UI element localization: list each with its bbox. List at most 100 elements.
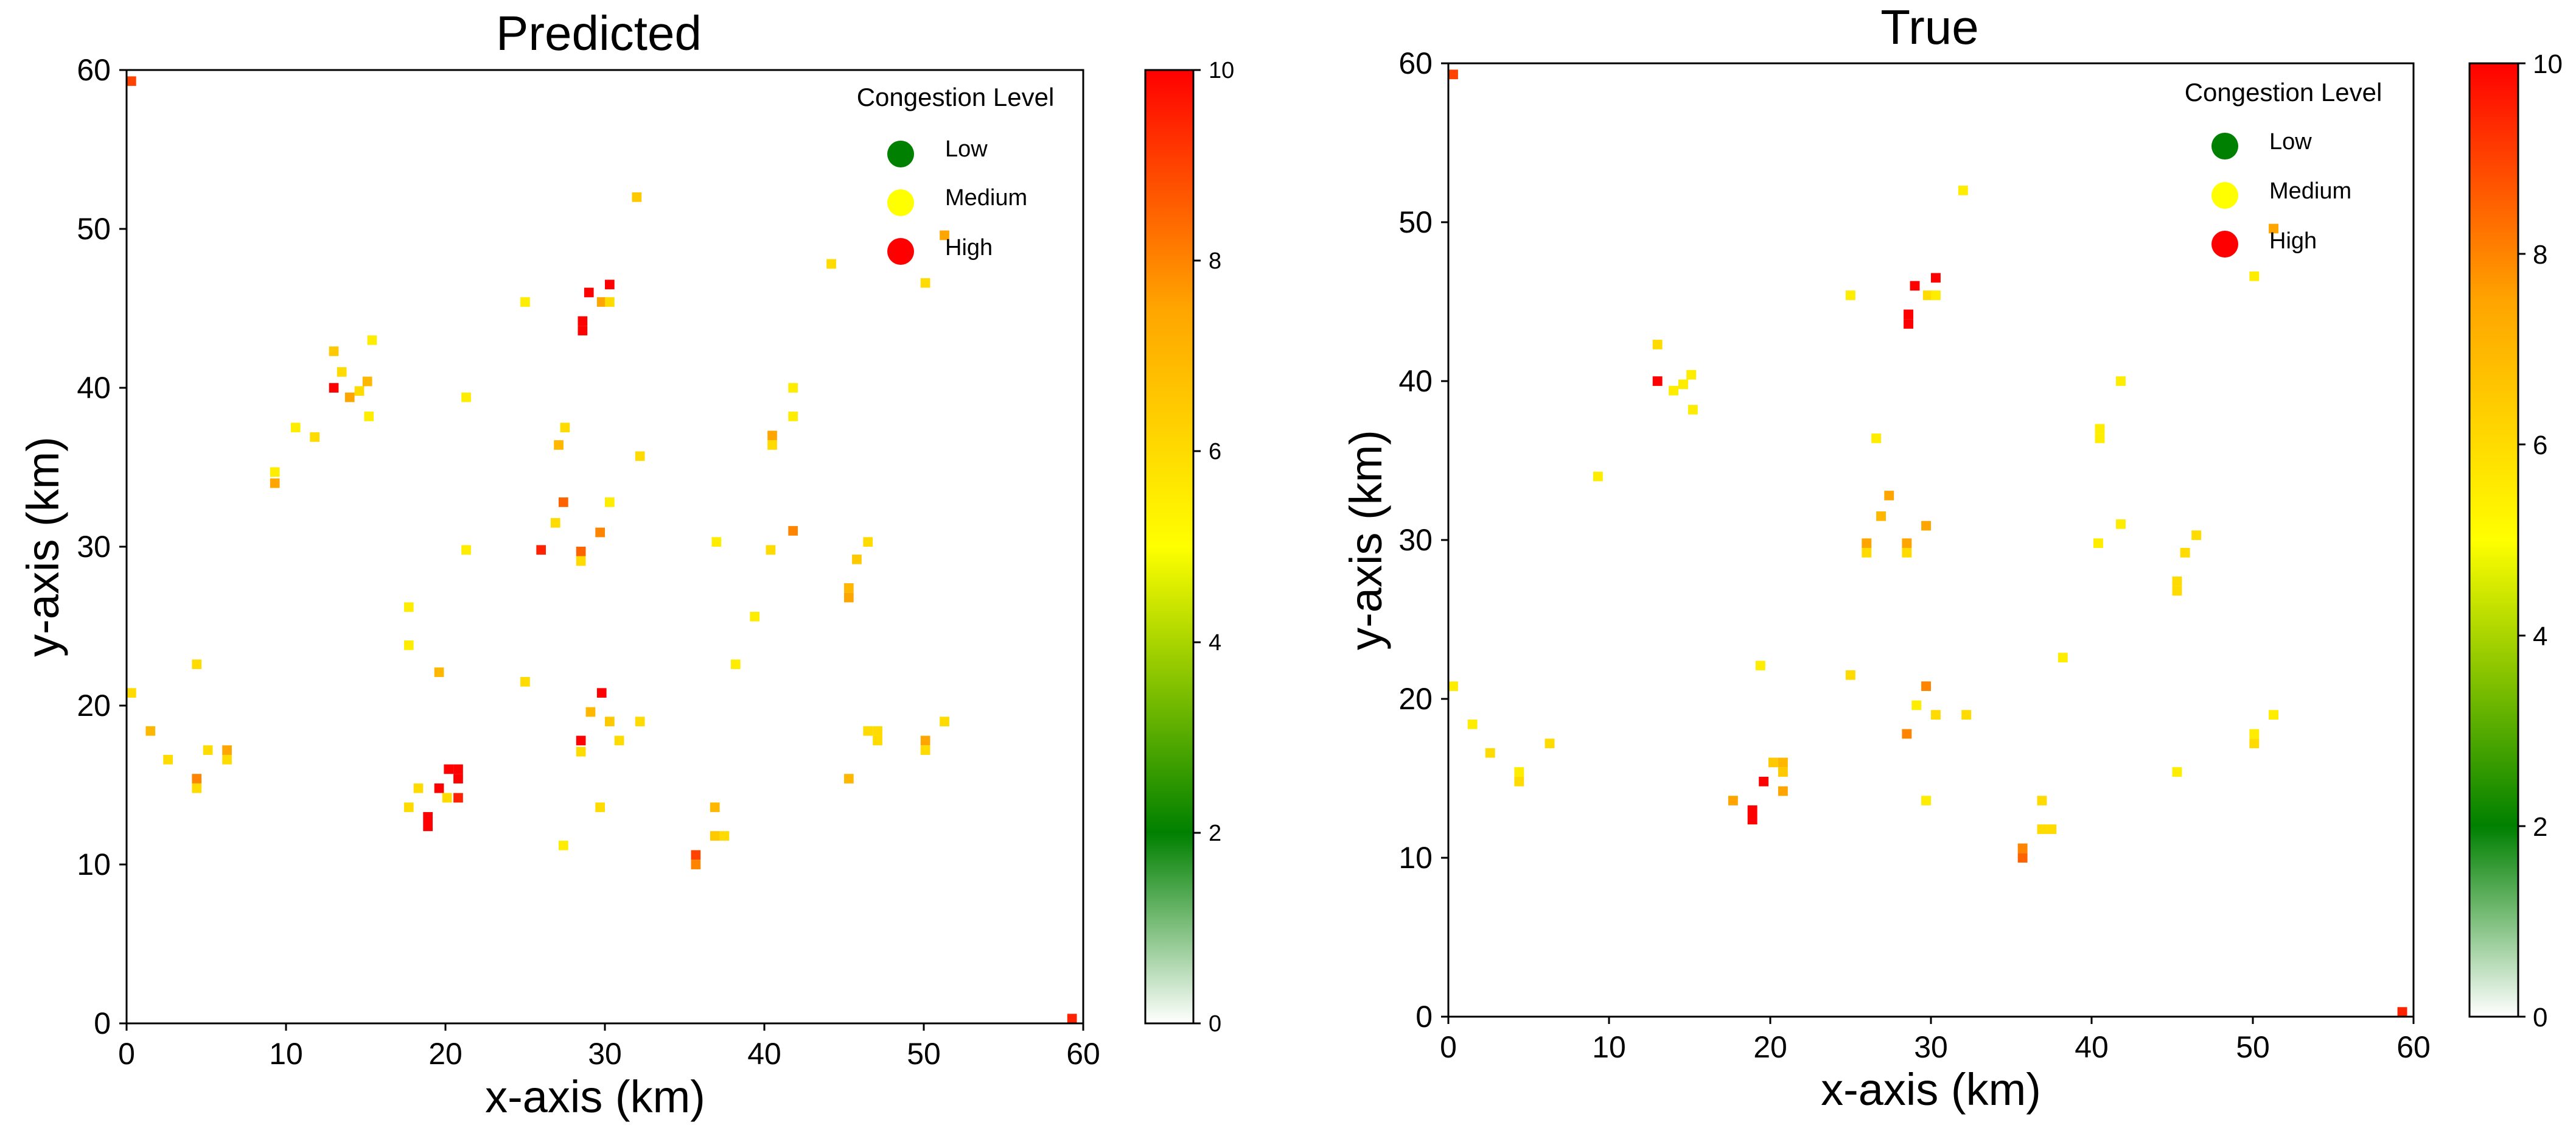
x-tick-label: 60 — [1066, 1037, 1100, 1071]
x-tick: 20 — [1753, 1017, 1787, 1064]
cbar-tick: 10 — [2518, 49, 2563, 79]
heatmap-cell — [1759, 776, 1769, 787]
heatmap-cell — [559, 497, 568, 507]
heatmap-cell — [1485, 748, 1495, 758]
heatmap-cell — [585, 707, 596, 717]
heatmap-cell — [413, 783, 424, 793]
heatmap-cell — [584, 287, 594, 298]
heatmap-cell — [873, 726, 882, 736]
heatmap-cell — [1884, 491, 1894, 500]
x-tick-label: 0 — [118, 1037, 135, 1071]
heatmap-cell — [1448, 681, 1458, 691]
colorbar-gradient — [1144, 69, 1195, 1025]
heatmap-cell — [1593, 471, 1603, 482]
heatmap-cell — [1652, 340, 1663, 349]
heatmap-cell — [1778, 767, 1788, 777]
y-tick-label: 30 — [1398, 523, 1433, 557]
legend-marker-high — [887, 238, 914, 265]
heatmap-cell — [270, 478, 280, 488]
heatmap-cell — [691, 860, 701, 869]
heatmap-cell — [192, 659, 202, 669]
y-tick: 50 — [77, 212, 127, 246]
y-tick: 30 — [1398, 523, 1448, 557]
heatmap-cell — [1747, 815, 1757, 825]
cbar-tick: 6 — [1193, 439, 1221, 465]
heatmap-cell — [2017, 843, 2028, 854]
heatmap-cell — [310, 432, 319, 442]
heatmap-cell — [1931, 290, 1941, 300]
x-tick: 50 — [907, 1023, 941, 1071]
y-tick-label: 50 — [77, 212, 111, 246]
heatmap-cell — [2047, 824, 2057, 834]
heatmap-cell — [595, 527, 605, 538]
legend-label-low: Low — [945, 136, 988, 162]
predicted-y-axis-label: y-axis (km) — [18, 437, 68, 657]
true-y-axis-label: y-axis (km) — [1341, 430, 1391, 650]
heatmap-cell — [614, 735, 624, 746]
heatmap-cell — [1778, 786, 1788, 796]
heatmap-cell — [367, 335, 377, 345]
y-tick-label: 50 — [1398, 205, 1433, 239]
x-tick-label: 30 — [1914, 1030, 1948, 1064]
heatmap-cell — [2116, 519, 2126, 529]
heatmap-cell — [576, 547, 586, 556]
x-tick-label: 10 — [1592, 1030, 1626, 1064]
heatmap-cell — [145, 726, 156, 736]
heatmap-cell — [362, 376, 372, 387]
cbar-tick-label: 2 — [2533, 812, 2547, 842]
cbar-tick: 0 — [1193, 1011, 1221, 1037]
y-tick: 20 — [77, 689, 127, 723]
x-tick: 10 — [269, 1023, 303, 1071]
heatmap-cell — [444, 764, 454, 774]
heatmap-cell — [354, 386, 365, 396]
y-tick: 60 — [1398, 46, 1448, 80]
y-tick-label: 10 — [1398, 841, 1433, 875]
heatmap-cell — [1678, 379, 1688, 390]
heatmap-cell — [1845, 670, 1855, 680]
heatmap-cell — [2249, 729, 2260, 739]
heatmap-cell — [1922, 290, 1933, 300]
heatmap-cell — [1862, 548, 1872, 558]
y-tick-label: 40 — [1398, 364, 1433, 398]
legend-marker-low — [887, 141, 914, 167]
x-tick: 50 — [2236, 1017, 2270, 1064]
heatmap-cell — [329, 383, 339, 393]
heatmap-cell — [192, 774, 202, 784]
x-tick-label: 20 — [1753, 1030, 1787, 1064]
y-tick: 40 — [77, 371, 127, 405]
heatmap-cell — [1910, 281, 1920, 291]
heatmap-cell — [1669, 385, 1678, 396]
y-tick-label: 0 — [1415, 1000, 1433, 1034]
heatmap-cell — [1448, 69, 1458, 80]
heatmap-cell — [163, 754, 173, 765]
cbar-tick-label: 6 — [2533, 430, 2547, 460]
heatmap-cell — [2269, 710, 2278, 720]
heatmap-cell — [1921, 521, 1931, 531]
x-tick: 20 — [428, 1023, 462, 1071]
heatmap-cell — [1514, 767, 1524, 777]
y-tick-label: 60 — [1398, 46, 1433, 80]
heatmap-cell — [920, 278, 930, 288]
x-tick: 30 — [588, 1023, 622, 1071]
true-plot-frame — [1447, 62, 2415, 1018]
cbar-tick-label: 4 — [2533, 622, 2547, 651]
heatmap-cell — [222, 754, 232, 765]
y-tick: 20 — [1398, 682, 1448, 716]
predicted-title: Predicted — [496, 6, 702, 60]
heatmap-cell — [605, 297, 615, 307]
cbar-tick: 2 — [2518, 812, 2547, 842]
heatmap-cell — [595, 802, 605, 812]
x-tick-label: 40 — [2075, 1030, 2109, 1064]
heatmap-cell — [767, 440, 777, 450]
predicted-colorbar: 0 2 4 6 8 10 — [1144, 58, 1234, 1037]
cbar-tick: 2 — [1193, 821, 1221, 846]
heatmap-cell — [852, 555, 862, 564]
legend-label-high: High — [2269, 228, 2317, 254]
heatmap-cell — [423, 821, 433, 832]
legend-marker-high — [2211, 231, 2238, 258]
heatmap-cell — [2172, 586, 2182, 596]
true-legend: Congestion Level Low Medium High — [2185, 78, 2382, 258]
heatmap-cell — [1902, 548, 1912, 558]
heatmap-cell — [576, 735, 586, 746]
